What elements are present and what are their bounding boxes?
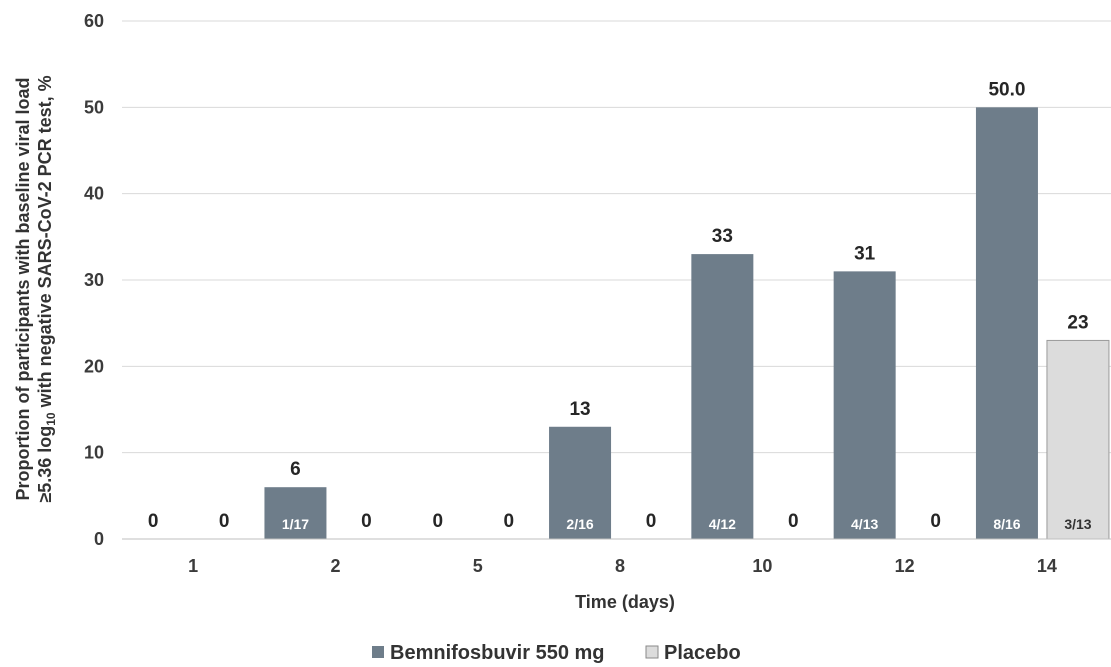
bar-bemnifosbuvir	[549, 426, 612, 539]
x-tick-label: 2	[330, 556, 340, 576]
bar-fraction-label: 8/16	[993, 516, 1020, 532]
data-label: 13	[569, 399, 590, 420]
legend-label-bemnifosbuvir: Bemnifosbuvir 550 mg	[390, 642, 605, 664]
y-axis-title-suffix: with negative SARS-CoV-2 PCR test, %	[35, 75, 55, 412]
bar-bemnifosbuvir	[833, 271, 896, 539]
data-labels: 0 0 6 1/17 0 0 0 13 2/16 0 33 4/12 0 31 4/13 0 50.0 8/16 2…	[148, 79, 1092, 532]
y-axis-title-line2: ≥5.36 log10 with negative SARS-CoV-2 PCR…	[35, 75, 58, 502]
data-label: 0	[503, 511, 514, 532]
legend: Bemnifosbuvir 550 mg Placebo	[372, 642, 741, 664]
y-tick-label: 40	[84, 184, 104, 204]
y-axis-title: Proportion of participants with baseline…	[13, 75, 58, 502]
data-label: 33	[712, 226, 733, 247]
data-label: 0	[361, 511, 372, 532]
data-label: 50.0	[988, 79, 1025, 100]
data-label: 6	[290, 459, 301, 480]
y-tick-label: 30	[84, 270, 104, 290]
y-tick-label: 0	[94, 529, 104, 549]
x-tick-label: 8	[615, 556, 625, 576]
x-tick-label: 14	[1037, 556, 1057, 576]
data-label: 0	[930, 511, 941, 532]
x-tick-label: 1	[188, 556, 198, 576]
y-tick-label: 50	[84, 97, 104, 117]
y-axis-ticks: 0 10 20 30 40 50 60	[84, 11, 104, 549]
y-tick-label: 20	[84, 356, 104, 376]
y-tick-label: 10	[84, 443, 104, 463]
x-tick-label: 12	[895, 556, 915, 576]
bar-fraction-label: 3/13	[1064, 516, 1091, 532]
data-label: 0	[646, 511, 657, 532]
x-axis-ticks: 1 2 5 8 10 12 14	[188, 556, 1057, 576]
legend-label-placebo: Placebo	[664, 642, 741, 664]
x-axis-title: Time (days)	[575, 592, 675, 612]
bar-placebo	[1046, 339, 1110, 540]
data-label: 0	[219, 511, 230, 532]
bar-bemnifosbuvir	[975, 107, 1038, 539]
x-tick-label: 10	[752, 556, 772, 576]
gridlines	[122, 20, 1111, 454]
x-tick-label: 5	[473, 556, 483, 576]
legend-swatch-bemnifosbuvir	[372, 646, 384, 658]
bar-fraction-label: 1/17	[282, 516, 309, 532]
bars	[264, 107, 1110, 540]
bar-bemnifosbuvir	[264, 487, 327, 539]
y-axis-title-subscript: 10	[44, 412, 58, 426]
bar-fraction-label: 4/13	[851, 516, 878, 532]
y-axis-title-line1: Proportion of participants with baseline…	[13, 77, 33, 500]
bar-fraction-label: 2/16	[566, 516, 593, 532]
bar-bemnifosbuvir	[691, 254, 754, 539]
data-label: 0	[788, 511, 799, 532]
y-tick-label: 60	[84, 11, 104, 31]
y-axis-title-prefix: ≥5.36 log	[35, 426, 55, 503]
data-label: 23	[1067, 312, 1088, 333]
data-label: 0	[148, 511, 159, 532]
data-label: 31	[854, 243, 876, 264]
data-label: 0	[432, 511, 443, 532]
bar-fraction-label: 4/12	[709, 516, 736, 532]
legend-swatch-placebo	[645, 645, 659, 659]
